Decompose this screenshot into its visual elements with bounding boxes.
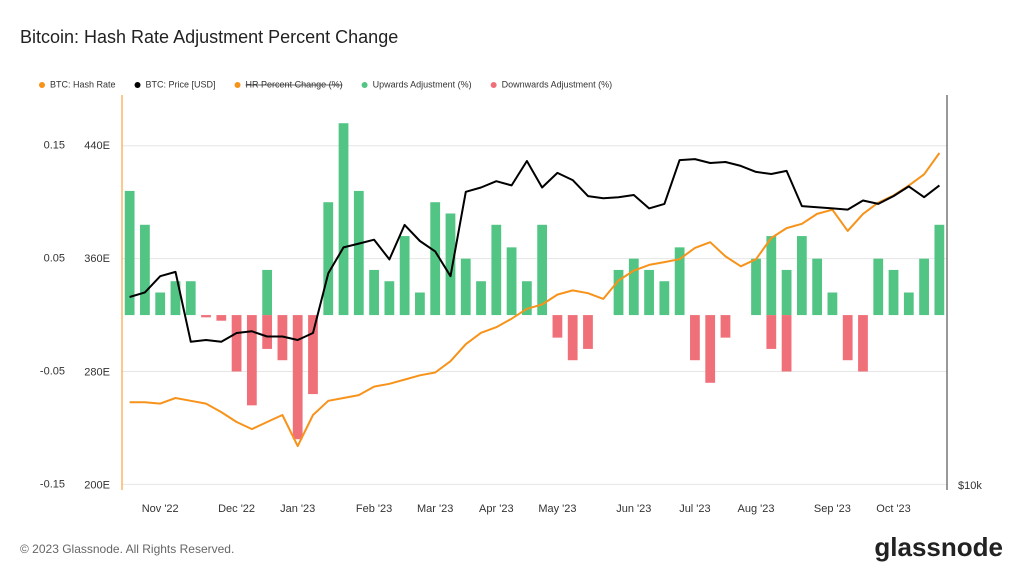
bar — [567, 315, 578, 361]
bar — [231, 315, 242, 372]
bar — [369, 269, 379, 316]
chart-title: Bitcoin: Hash Rate Adjustment Percent Ch… — [20, 27, 398, 47]
x-tick-label: Apr '23 — [479, 503, 514, 515]
bar — [827, 292, 838, 316]
x-tick-label: May '23 — [538, 503, 576, 515]
bar — [552, 315, 563, 338]
y2-tick-label: 200E — [84, 480, 110, 492]
legend-dot — [39, 82, 45, 88]
bar — [430, 202, 441, 316]
bar — [124, 190, 135, 316]
legend-entry[interactable]: Upwards Adjustment (%) — [373, 79, 472, 89]
bar — [277, 315, 288, 361]
bar — [460, 258, 471, 316]
legend-dot — [234, 82, 241, 88]
legend-dot — [490, 82, 497, 88]
legend-dot — [361, 82, 368, 88]
bar — [766, 236, 777, 316]
bar — [842, 315, 853, 361]
bar — [246, 315, 257, 406]
line — [129, 152, 941, 448]
x-tick-label: Jun '23 — [616, 503, 651, 515]
x-tick-label: Jul '23 — [679, 503, 710, 515]
bar — [903, 292, 914, 316]
bar — [934, 224, 945, 316]
bar — [185, 281, 196, 316]
bar — [201, 315, 211, 318]
bar — [262, 269, 273, 316]
bar — [628, 258, 639, 316]
bar — [476, 281, 486, 316]
y2-tick-label: 280E — [84, 366, 110, 378]
copyright: © 2023 Glassnode. All Rights Reserved. — [20, 542, 234, 556]
bar — [445, 213, 456, 316]
x-tick-label: Aug '23 — [738, 503, 775, 515]
x-tick-label: Nov '22 — [142, 503, 179, 515]
y-tick-label: 0.05 — [44, 253, 65, 265]
bar — [720, 315, 731, 338]
bar — [491, 224, 502, 316]
line — [129, 158, 941, 343]
bar — [659, 281, 670, 316]
bar — [613, 269, 624, 316]
x-tick-label: Mar '23 — [417, 503, 453, 515]
y-tick-label: -0.15 — [40, 478, 65, 490]
bar — [674, 247, 685, 316]
bar — [751, 258, 761, 316]
bar — [766, 315, 777, 349]
bar — [415, 292, 425, 316]
bar — [644, 269, 654, 316]
bar — [399, 236, 410, 316]
legend-entry[interactable]: BTC: Hash Rate — [50, 79, 116, 89]
x-tick-label: Oct '23 — [876, 503, 911, 515]
y3-tick-label: $10k — [958, 480, 982, 492]
bar — [919, 258, 929, 316]
bar — [170, 281, 181, 316]
bar — [384, 281, 395, 316]
bar — [796, 236, 807, 316]
bar — [262, 315, 273, 349]
bar — [781, 269, 792, 316]
x-tick-label: Sep '23 — [814, 503, 851, 515]
x-tick-label: Dec '22 — [218, 503, 255, 515]
bar — [705, 315, 716, 383]
bar — [888, 269, 899, 316]
bar — [812, 258, 823, 316]
brand-logo: glassnode — [874, 532, 1003, 562]
bar — [216, 315, 227, 321]
x-tick-label: Feb '23 — [356, 503, 392, 515]
bar — [858, 315, 868, 372]
bar — [323, 202, 334, 316]
legend-entry[interactable]: Downwards Adjustment (%) — [502, 79, 613, 89]
y2-tick-label: 440E — [84, 140, 110, 152]
bar — [537, 224, 548, 316]
bar — [338, 123, 349, 316]
bar — [583, 315, 593, 349]
bar — [781, 315, 792, 372]
legend-entry[interactable]: BTC: Price [USD] — [146, 79, 216, 89]
y-tick-label: -0.05 — [40, 365, 65, 377]
bar — [308, 315, 318, 395]
bar — [690, 315, 700, 361]
bar — [873, 258, 884, 316]
bar — [155, 292, 166, 316]
x-tick-label: Jan '23 — [280, 503, 315, 515]
y-tick-label: 0.15 — [44, 140, 65, 152]
bar — [521, 281, 532, 316]
legend-entry[interactable]: HR Percent Change (%) — [246, 79, 343, 89]
legend-dot — [134, 82, 141, 88]
y2-tick-label: 360E — [84, 253, 110, 265]
bar — [506, 247, 517, 316]
bar — [140, 224, 150, 316]
bar — [292, 315, 303, 440]
bar — [353, 190, 364, 316]
